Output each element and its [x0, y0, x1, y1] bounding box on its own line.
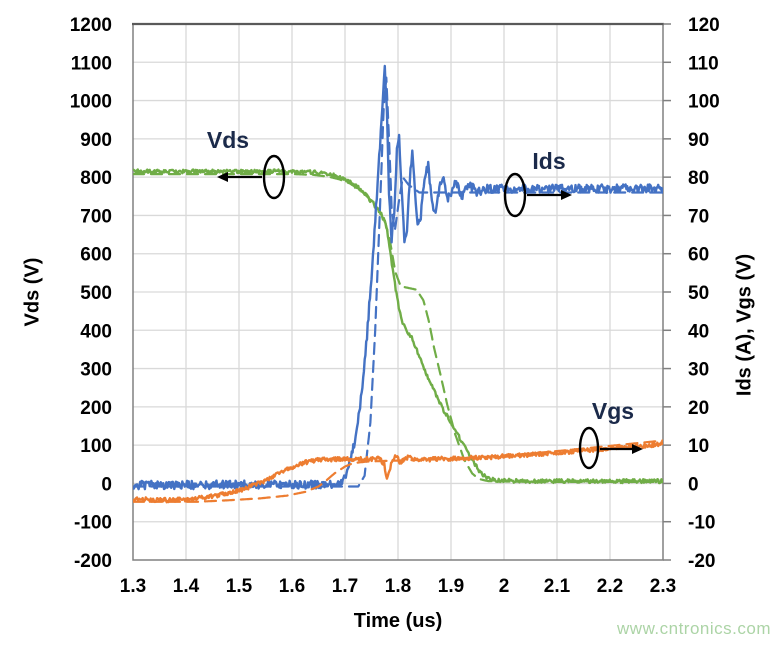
y-right-tick-label: 40 [688, 321, 709, 342]
y-left-tick-label: 600 [80, 245, 112, 266]
y-left-tick-label: 100 [80, 436, 112, 457]
vds-ellipse [262, 154, 286, 200]
x-tick-label: 1.5 [226, 576, 253, 597]
y-left-tick-label: 200 [80, 398, 112, 419]
annotations: Vds Ids Vgs [207, 127, 643, 470]
series-group [133, 64, 663, 504]
ids-curve-label: Ids [532, 148, 565, 174]
series-vds-measured [133, 168, 663, 485]
y-right-tick-label: 50 [688, 283, 709, 304]
x-axis-title: Time (us) [353, 610, 443, 632]
y-right-tick-label: 0 [688, 474, 699, 495]
vgs-curve-label: Vgs [592, 398, 634, 424]
y-left-tick-label: 500 [80, 283, 112, 304]
y-left-tick-label: 1000 [70, 92, 112, 113]
x-tick-label: 1.9 [438, 576, 464, 597]
x-tick-label: 1.3 [120, 576, 146, 597]
y-left-tick-label: -200 [74, 551, 112, 572]
y-right-tick-label: 100 [688, 92, 720, 113]
x-tick-label: 1.6 [279, 576, 305, 597]
y-right-tick-label: 120 [688, 15, 720, 36]
y-right-tick-label: -10 [688, 513, 715, 534]
x-tick-label: 1.4 [173, 576, 200, 597]
y-left-tick-label: 1200 [70, 15, 112, 36]
series-ids-measured [133, 64, 663, 491]
y-left-tick-label: 900 [80, 130, 112, 151]
y-right-tick-label: 80 [688, 168, 709, 189]
y-right-tick-label: 90 [688, 130, 709, 151]
y-left-tick-label: -100 [74, 513, 112, 534]
y-left-tick-label: 300 [80, 360, 112, 381]
y-right-tick-label: 70 [688, 206, 709, 227]
series-ids-simulated [133, 76, 663, 488]
y-right-tick-label: -20 [688, 551, 715, 572]
y-left-tick-label: 0 [101, 474, 112, 495]
axes [132, 22, 671, 561]
x-tick-label: 2.1 [544, 576, 571, 597]
y-right-tick-label: 60 [688, 245, 709, 266]
y-right-tick-label: 30 [688, 360, 709, 381]
vgs-ellipse [578, 426, 600, 470]
vds-curve-label: Vds [207, 127, 249, 153]
y-right-tick-label: 110 [688, 53, 719, 74]
x-tick-label: 2.2 [597, 576, 623, 597]
ids-arrow-head [561, 190, 572, 200]
y-right-tick-label: 10 [688, 436, 709, 457]
x-tick-label: 2.3 [650, 576, 676, 597]
y-left-tick-label: 700 [80, 206, 112, 227]
vds-arrow-head [217, 172, 228, 182]
y-axis-title-right: Ids (A), Vgs (V) [733, 253, 756, 397]
tick-labels: 1.3 1.4 1.5 1.6 1.7 1.8 1.9 2 2.1 2.2 2.3120011001… [70, 15, 720, 597]
ids-ellipse [503, 172, 527, 218]
y-left-tick-label: 1100 [71, 53, 112, 74]
x-tick-label: 1.7 [332, 576, 358, 597]
y-axis-title-left: Vds (V) [21, 257, 44, 327]
y-left-tick-label: 800 [80, 168, 112, 189]
watermark-text: www.cntronics.com [617, 619, 771, 638]
x-tick-label: 1.8 [385, 576, 411, 597]
y-left-tick-label: 400 [80, 321, 112, 342]
y-right-tick-label: 20 [688, 398, 709, 419]
series-vgs-measured [133, 441, 663, 504]
x-tick-label: 2 [499, 576, 510, 597]
vgs-arrow-head [632, 444, 643, 454]
